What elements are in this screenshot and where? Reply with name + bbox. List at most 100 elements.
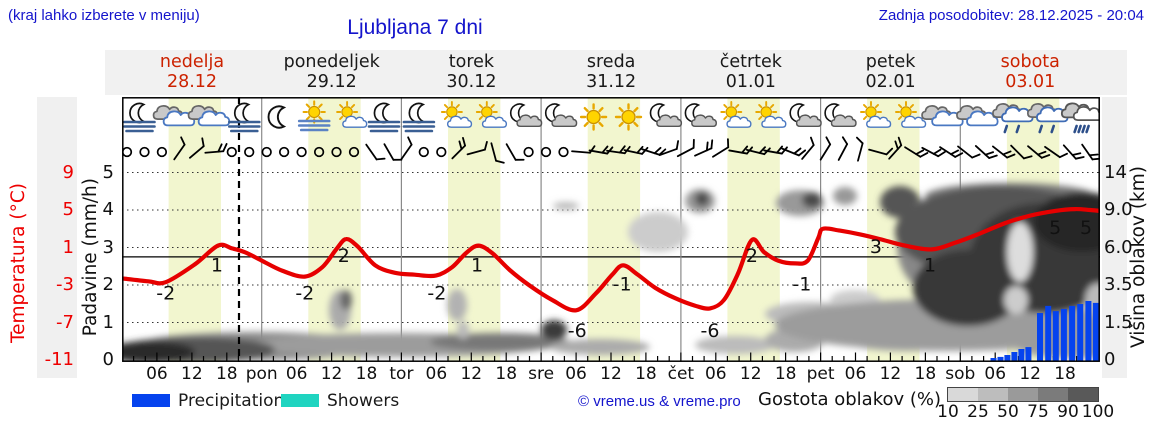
precip-tick-3: 3 bbox=[102, 236, 114, 258]
wind-barb-icon bbox=[694, 139, 714, 157]
weather-icon-sun-cloud bbox=[755, 101, 787, 128]
day-date: 03.01 bbox=[1005, 72, 1056, 92]
precipitation-legend-label: Precipitation bbox=[178, 391, 285, 411]
x-tick-12: 12 bbox=[1019, 364, 1041, 384]
x-tick-sre: sre bbox=[528, 364, 555, 384]
weather-icon-moon-fog bbox=[228, 102, 261, 133]
x-tick-06: 06 bbox=[425, 364, 448, 384]
wind-barb-icon bbox=[173, 136, 186, 161]
wind-calm-icon bbox=[331, 146, 342, 158]
day-date: 30.12 bbox=[446, 72, 497, 92]
wind-calm-icon bbox=[226, 146, 237, 158]
colorbar-tick-50: 50 bbox=[997, 402, 1019, 422]
x-tick-12: 12 bbox=[879, 364, 902, 384]
temp-tick-1: 1 bbox=[62, 236, 74, 258]
wind-barb-icon bbox=[1044, 145, 1068, 159]
x-tick-18: 18 bbox=[495, 364, 518, 384]
weather-icon-moon bbox=[267, 105, 287, 129]
day-name: četrtek bbox=[719, 52, 782, 72]
temperature-axis-label: Temperatura (°C) bbox=[8, 183, 29, 344]
day-date: 28.12 bbox=[166, 72, 218, 92]
x-tick-18: 18 bbox=[355, 364, 378, 384]
temperature-label: 5 bbox=[1080, 217, 1092, 239]
weather-icon-sun-cloud bbox=[860, 101, 892, 128]
wind-barb-icon bbox=[400, 136, 413, 161]
wind-barb-icon bbox=[974, 145, 998, 159]
cloud-height-tick-14: 14 bbox=[1104, 161, 1127, 183]
wind-barb-icon bbox=[571, 145, 596, 154]
colorbar-tick-100: 100 bbox=[1081, 402, 1115, 422]
day-name: sreda bbox=[586, 52, 636, 72]
wind-barb-icon bbox=[451, 136, 466, 160]
wind-calm-icon bbox=[523, 146, 534, 158]
weather-icon-sun-cloud bbox=[720, 101, 752, 128]
cloud-height-tick-1.5: 1.5 bbox=[1104, 311, 1133, 333]
wind-calm-icon bbox=[139, 146, 150, 158]
day-header-sreda: sreda 31.12 bbox=[541, 52, 681, 92]
wind-barb-icon bbox=[819, 136, 832, 161]
temperature-label: 1 bbox=[211, 255, 223, 277]
temp-axis-strip bbox=[37, 97, 77, 378]
cloud-height-tick-3.5: 3.5 bbox=[1104, 274, 1133, 295]
x-tick-18: 18 bbox=[914, 364, 937, 384]
day-header-sobota: sobota 03.01 bbox=[960, 52, 1100, 92]
wind-calm-icon bbox=[122, 146, 133, 158]
temperature-label: -2 bbox=[295, 283, 314, 305]
wind-barb-icon bbox=[365, 143, 386, 161]
weather-icon-cloud bbox=[956, 105, 999, 127]
x-tick-tor: tor bbox=[389, 364, 414, 384]
showers-legend-label: Showers bbox=[327, 391, 400, 411]
temperature-label: 1 bbox=[924, 255, 936, 277]
x-tick-18: 18 bbox=[635, 364, 657, 384]
x-tick-06: 06 bbox=[565, 364, 587, 384]
cloud-density-title: Gostota oblakov (%) bbox=[758, 389, 942, 410]
wind-barb-icon bbox=[781, 147, 807, 157]
wind-calm-icon bbox=[156, 146, 168, 158]
temperature-label: 2 bbox=[746, 245, 758, 267]
x-tick-12: 12 bbox=[181, 364, 203, 384]
x-tick-12: 12 bbox=[320, 364, 343, 384]
credit-link[interactable]: © vreme.us & vreme.pro bbox=[578, 393, 741, 410]
weather-icon-moon-fog bbox=[123, 102, 156, 133]
weather-icon-cloud bbox=[921, 105, 964, 127]
x-tick-06: 06 bbox=[704, 364, 727, 384]
colorbar-tick-90: 90 bbox=[1057, 402, 1079, 422]
precipitation-swatch bbox=[132, 394, 170, 407]
day-header-torek: torek 30.12 bbox=[401, 52, 541, 92]
temp-tick--3: -3 bbox=[56, 274, 74, 295]
x-tick-06: 06 bbox=[844, 364, 867, 384]
day-date: 29.12 bbox=[306, 72, 357, 92]
day-header-petek: petek 02.01 bbox=[821, 52, 961, 92]
wind-barb-icon bbox=[712, 138, 730, 158]
temp-tick--11: -11 bbox=[44, 349, 74, 370]
temperature-label: 5 bbox=[1049, 217, 1061, 239]
cloud-height-tick-6.0: 6.0 bbox=[1104, 236, 1133, 258]
colorbar-segment-1 bbox=[948, 388, 978, 401]
x-tick-pet: pet bbox=[806, 364, 835, 384]
day-date: 31.12 bbox=[586, 72, 637, 92]
weather-icon-moon-cloud bbox=[824, 103, 857, 128]
plot-frame bbox=[122, 97, 1100, 362]
page-title: Ljubljana 7 dni bbox=[347, 16, 483, 39]
day-name: sobota bbox=[1000, 52, 1060, 72]
weather-icon-moon-fog bbox=[402, 102, 436, 133]
showers-swatch bbox=[281, 394, 319, 407]
precip-tick-4: 4 bbox=[102, 199, 114, 220]
wind-calm-icon bbox=[540, 146, 552, 158]
wind-barb-icon bbox=[868, 147, 894, 156]
temp-tick--7: -7 bbox=[56, 311, 74, 333]
x-tick-pon: pon bbox=[245, 364, 278, 384]
weather-icon-moon-cloud bbox=[684, 103, 718, 128]
weather-icon-sun bbox=[614, 103, 643, 131]
daylight-band bbox=[727, 97, 780, 362]
weather-icon-cloud bbox=[187, 105, 231, 127]
temperature-label: -1 bbox=[613, 273, 632, 295]
wind-barb-icon bbox=[490, 142, 505, 164]
precip-tick-0: 0 bbox=[102, 349, 114, 370]
wind-barb-icon bbox=[992, 145, 1016, 159]
colorbar-tick-25: 25 bbox=[967, 402, 989, 422]
wind-barb-icon bbox=[888, 136, 903, 160]
colorbar-tick-10: 10 bbox=[937, 402, 959, 422]
x-tick-12: 12 bbox=[739, 364, 762, 384]
